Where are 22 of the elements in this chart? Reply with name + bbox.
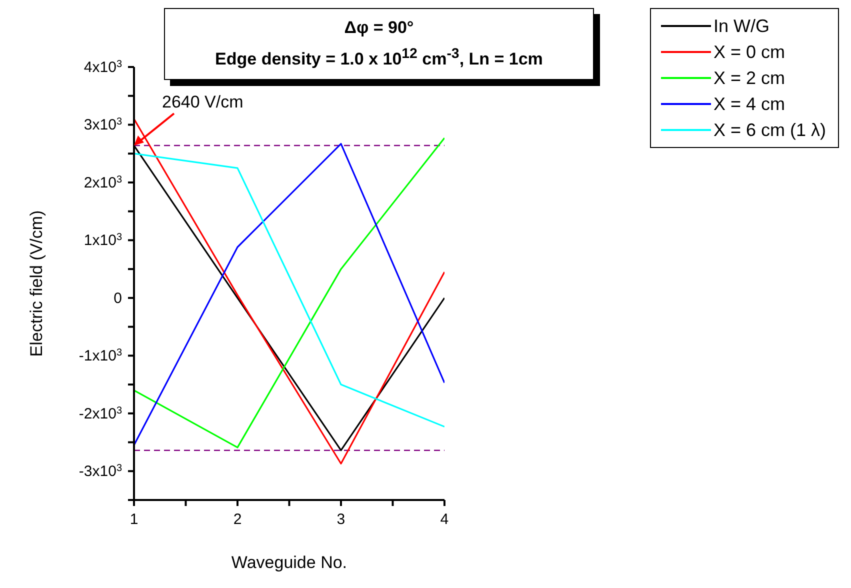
y-tick-label: -1x10$^{3}$	[78, 347, 122, 365]
y-tick-label: 4x10$^{3}$	[84, 58, 122, 76]
chart-subtitle: Edge density = 1.0 x 10$^{12}$ cm$^{-3}$, Ln = 1cm	[214, 45, 544, 71]
x-tick-label: 4	[440, 511, 449, 528]
x-tick-label: 3	[336, 511, 346, 528]
x-tick-label: 1	[130, 511, 138, 528]
legend-label: X = 0 cm	[713, 41, 785, 64]
legend-label: X = 6 cm (1 λ)	[713, 119, 826, 142]
x-tick-label: 2	[233, 511, 242, 528]
y-tick-label: 1x10$^{3}$	[84, 232, 122, 250]
legend-label: In W/G	[713, 15, 770, 38]
y-axis-title: Electric field (V/cm)	[27, 210, 46, 357]
legend-label: X = 2 cm	[713, 67, 785, 90]
y-tick-label: 3x10$^{3}$	[84, 116, 122, 134]
legend-label: X = 4 cm	[713, 93, 785, 116]
y-tick-label: 2x10$^{3}$	[84, 174, 122, 192]
y-tick-label: 0	[114, 290, 122, 307]
annotation: 2640 V/cm	[162, 92, 244, 112]
y-tick-label: -2x10$^{3}$	[78, 404, 122, 422]
chart-title: Δφ = 90°	[343, 17, 415, 39]
y-tick-label: -3x10$^{3}$	[78, 462, 122, 480]
x-axis-title: Waveguide No.	[231, 553, 348, 572]
